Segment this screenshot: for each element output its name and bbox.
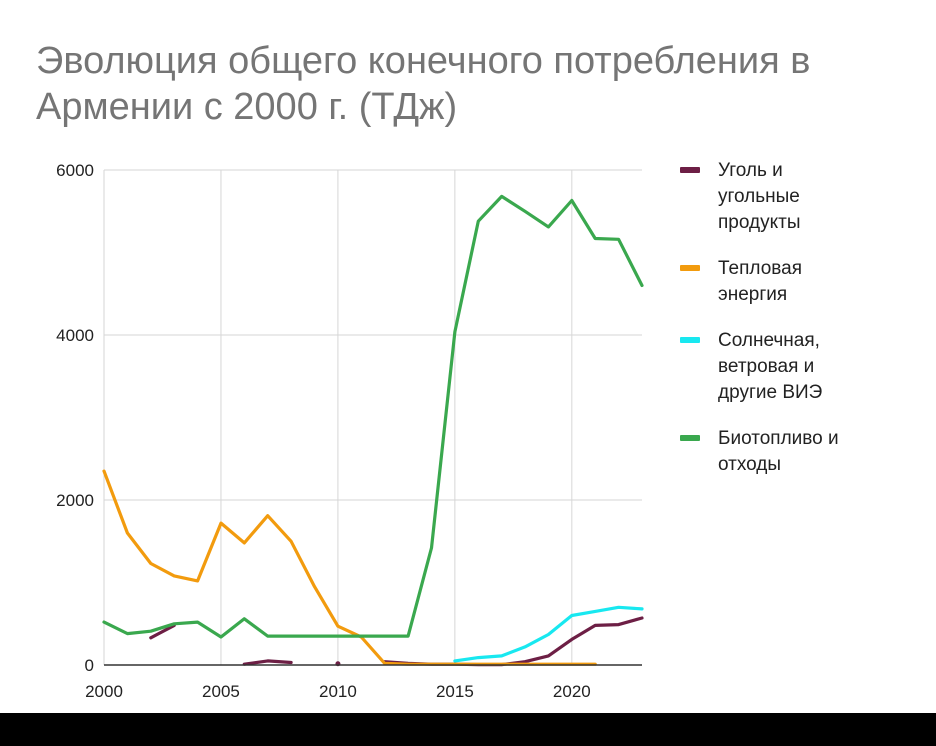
bottom-bar <box>0 713 936 746</box>
legend-item: Уголь и угольные продукты <box>680 158 930 236</box>
series-1 <box>102 469 597 666</box>
legend-label: энергия <box>718 284 788 305</box>
legend-swatch <box>680 435 700 441</box>
series-lines <box>102 194 644 667</box>
x-tick-label: 2005 <box>202 682 240 701</box>
y-tick-label: 2000 <box>56 491 94 510</box>
legend-swatch <box>680 265 700 271</box>
series-0 <box>149 616 644 667</box>
y-tick-label: 6000 <box>56 161 94 180</box>
axes: 0 2000 4000 6000 2000 2005 2010 2015 2020 <box>56 161 642 701</box>
legend-swatch <box>680 167 700 173</box>
series-3 <box>102 194 644 639</box>
legend-label: ветровая и <box>718 356 815 377</box>
legend-label: другие ВИЭ <box>718 382 823 403</box>
series-line-segment <box>242 659 293 666</box>
legend-label: Биотопливо и <box>718 428 839 449</box>
series-2 <box>453 605 644 663</box>
legend-label: Солнечная, <box>718 330 820 351</box>
legend: Уголь и угольные продукты Тепловая энергия Со… <box>680 158 930 498</box>
x-tick-label: 2020 <box>553 682 591 701</box>
legend-item: Биотопливо и отходы <box>680 426 930 478</box>
legend-item: Тепловая энергия <box>680 256 930 308</box>
x-tick-label: 2015 <box>436 682 474 701</box>
x-tick-label: 2010 <box>319 682 357 701</box>
series-line-segment <box>102 469 597 666</box>
y-tick-label: 4000 <box>56 326 94 345</box>
legend-label: отходы <box>718 454 782 475</box>
series-line-segment <box>383 616 644 667</box>
chart-title: Эволюция общего конечного потребления в … <box>36 40 811 128</box>
legend-label: угольные <box>718 186 800 207</box>
y-tick-label: 0 <box>85 656 94 675</box>
series-line-segment <box>102 194 644 639</box>
series-line-segment <box>453 605 644 663</box>
grid <box>103 169 642 665</box>
series-line-segment <box>149 623 176 640</box>
x-tick-label: 2000 <box>85 682 123 701</box>
legend-label: Тепловая <box>718 258 802 279</box>
legend-label: Уголь и <box>718 160 783 181</box>
legend-swatch <box>680 337 700 343</box>
legend-item: Солнечная, ветровая и другие ВИЭ <box>680 328 930 406</box>
legend-label: продукты <box>718 212 801 233</box>
